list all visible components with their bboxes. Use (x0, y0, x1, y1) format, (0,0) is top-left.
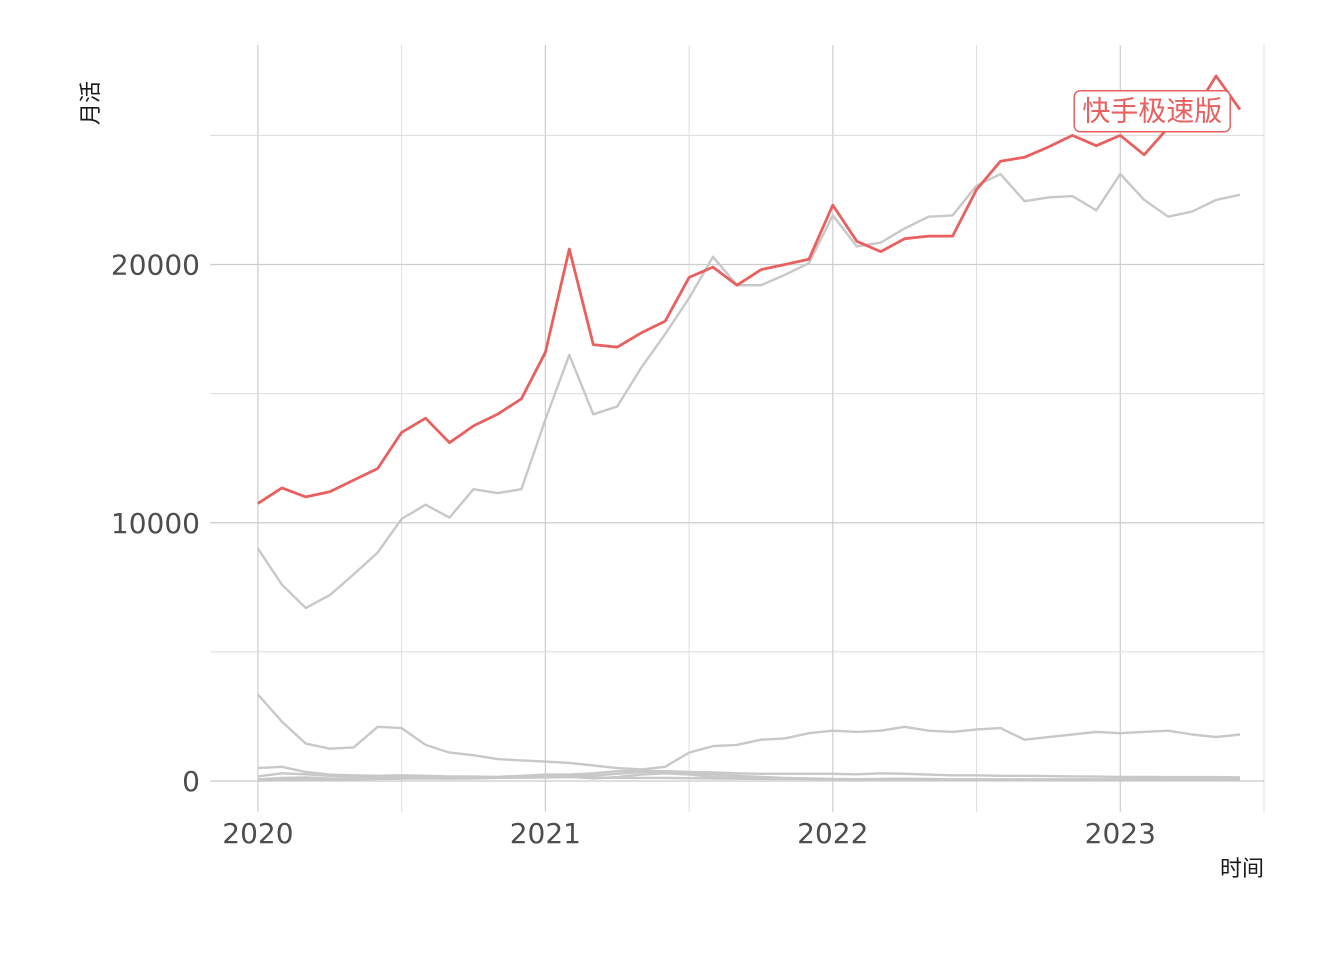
x-tick-label: 2022 (797, 817, 868, 850)
series-line-3 (257, 765, 1241, 779)
x-axis-title: 时间 (1220, 857, 1264, 882)
y-tick-label: 20000 (111, 249, 200, 282)
y-tick-label: 10000 (111, 507, 200, 540)
series-line-2 (257, 693, 1241, 771)
series-label-box (1073, 89, 1231, 133)
axes: 月活 时间 0 10000 20000 2020 2021 2022 2023 (79, 81, 1264, 882)
series-line-highlight (257, 74, 1242, 505)
y-axis-title: 月活 (79, 81, 104, 125)
series-lines (256, 74, 1242, 782)
series-line-6 (257, 775, 1240, 782)
series-label-highlight: 快手极速版 (1073, 89, 1231, 133)
series-label-text: 快手极速版 (1082, 95, 1222, 128)
series-line-1 (256, 172, 1241, 610)
grid-lines (210, 45, 1265, 812)
x-tick-label: 2021 (510, 817, 581, 850)
x-tick-label: 2023 (1085, 817, 1156, 850)
series-labels: 快手极速版 (1073, 89, 1231, 133)
x-tick-label: 2020 (222, 817, 293, 850)
y-tick-label: 0 (182, 765, 200, 798)
